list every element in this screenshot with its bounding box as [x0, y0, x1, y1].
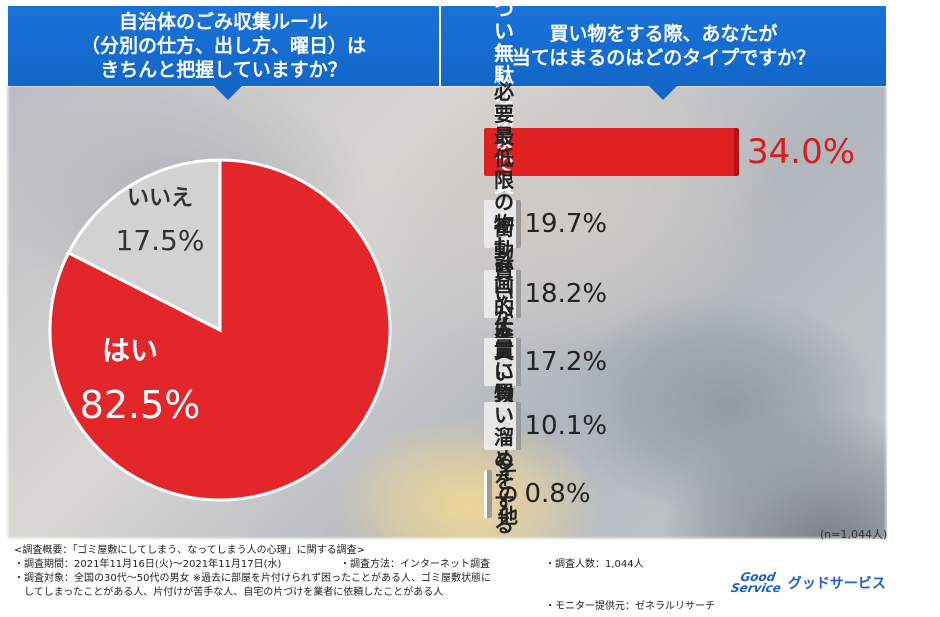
- pie-label-yes: はい: [102, 334, 158, 367]
- good-service-logo: Good Service グッドサービス: [729, 570, 886, 595]
- bar: [484, 338, 521, 386]
- pie-value-yes: 82.5%: [80, 383, 201, 427]
- pie-slice-no: [66, 158, 222, 333]
- bar-value-label: 17.2%: [524, 347, 608, 377]
- logo-text: グッドサービス: [787, 576, 886, 592]
- bar-value-label: 19.7%: [524, 209, 608, 239]
- bar: [484, 470, 492, 518]
- sample-size-note: (n=1,044人): [820, 528, 888, 541]
- pie-label-no: いいえ: [127, 186, 193, 211]
- bar: [484, 200, 521, 248]
- bar-value-label: 18.2%: [524, 279, 608, 309]
- pie-chart: はい 82.5% いいえ 17.5%: [48, 158, 392, 502]
- survey-respondents: ・調査人数：1,044人: [545, 559, 644, 570]
- survey-method: ・調査方法：インターネット調査: [340, 559, 490, 570]
- survey-period: ・調査期間：2021年11月16日(火)～2021年11月17日(水): [14, 559, 282, 570]
- bar-category-label: その他: [498, 460, 519, 528]
- bar-value-label: 10.1%: [524, 411, 608, 441]
- bar-value-label: 0.8%: [524, 479, 591, 509]
- bar: [484, 402, 521, 450]
- bar-category-label: 大量に買い溜めをする: [494, 316, 515, 536]
- bar: [484, 270, 521, 318]
- survey-overview: <調査概要：「ゴミ屋敷にしてしまう、なってしまう人の心理」に関する調査>: [14, 545, 365, 556]
- left-banner-pointer: [214, 86, 242, 100]
- bar: [484, 128, 739, 176]
- left-question-banner: 自治体のごみ収集ルール （分別の仕方、出し方、曜日）は きちんと把握していますか…: [8, 6, 439, 100]
- bar-value-label: 34.0%: [747, 132, 856, 172]
- survey-target-line1: ・調査対象：全国の30代～50代の男女 ※過去に部屋を片付けられず困ったことがあ…: [14, 573, 492, 584]
- survey-footer: [8, 541, 886, 611]
- survey-target-line2: してしまったことがある人、片付けが苦手な人、自宅の片づけを業者に依頼したことがあ…: [14, 587, 444, 598]
- right-question-text: 買い物をする際、あなたが 当てはまるのはどのタイプですか？: [511, 23, 816, 69]
- survey-provider: ・モニター提供元：ゼネラルリサーチ: [545, 601, 715, 612]
- pie-value-no: 17.5%: [116, 224, 205, 257]
- right-banner-pointer: [649, 86, 677, 100]
- left-question-text: 自治体のごみ収集ルール （分別の仕方、出し方、曜日）は きちんと把握していますか…: [80, 11, 366, 81]
- right-question-banner: 買い物をする際、あなたが 当てはまるのはどのタイプですか？: [441, 6, 886, 100]
- logo-mark: Good Service: [729, 570, 783, 595]
